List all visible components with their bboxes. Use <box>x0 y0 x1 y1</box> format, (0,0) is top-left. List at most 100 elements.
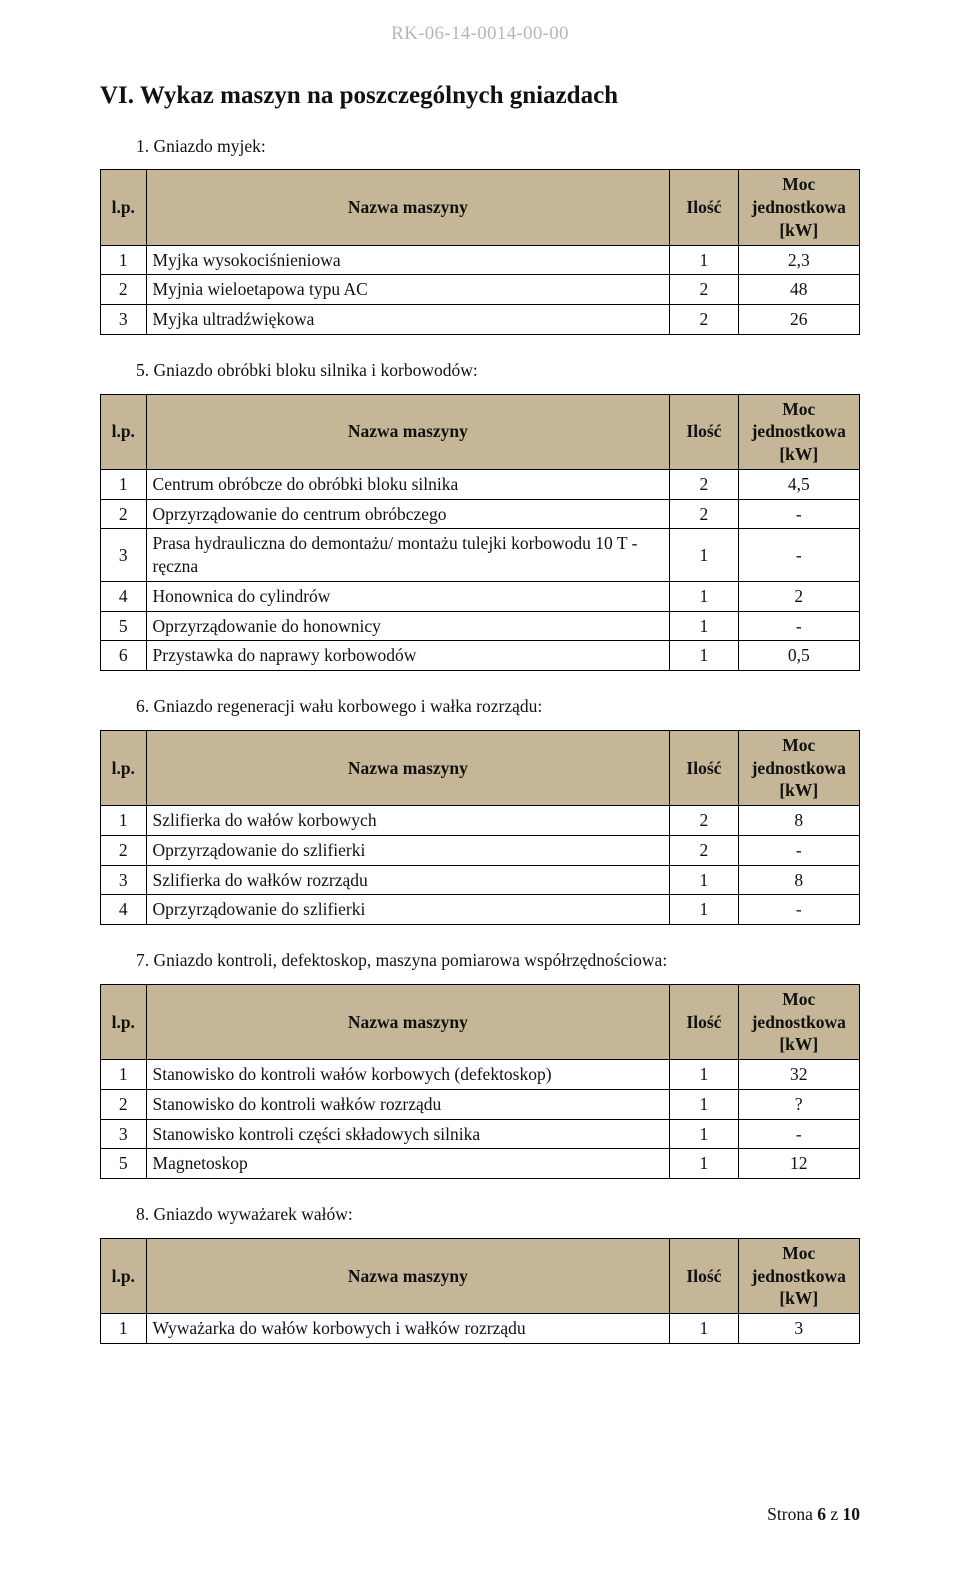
cell-power: 8 <box>738 865 859 895</box>
cell-qty: 2 <box>670 806 738 836</box>
machines-table: l.p.Nazwa maszynyIlośćMocjednostkowa[kW]… <box>100 394 860 672</box>
cell-qty: 1 <box>670 1060 738 1090</box>
cell-qty: 1 <box>670 865 738 895</box>
cell-power: - <box>738 529 859 582</box>
cell-lp: 4 <box>101 895 147 925</box>
cell-qty: 1 <box>670 641 738 671</box>
footer-page-current: 6 <box>817 1504 826 1524</box>
cell-power: 8 <box>738 806 859 836</box>
col-header-power: Mocjednostkowa[kW] <box>738 730 859 805</box>
cell-qty: 2 <box>670 275 738 305</box>
table-row: 5Oprzyrządowanie do honownicy1- <box>101 611 860 641</box>
cell-name: Prasa hydrauliczna do demontażu/ montażu… <box>146 529 670 582</box>
cell-name: Myjka ultradźwiękowa <box>146 305 670 335</box>
col-header-name: Nazwa maszyny <box>146 984 670 1059</box>
table-row: 1Myjka wysokociśnieniowa12,3 <box>101 245 860 275</box>
cell-power: 12 <box>738 1149 859 1179</box>
cell-lp: 2 <box>101 1089 147 1119</box>
page-footer: Strona 6 z 10 <box>767 1503 860 1526</box>
cell-power: ? <box>738 1089 859 1119</box>
cell-lp: 3 <box>101 305 147 335</box>
table-row: 3Myjka ultradźwiękowa226 <box>101 305 860 335</box>
cell-power: 4,5 <box>738 469 859 499</box>
col-header-power: Mocjednostkowa[kW] <box>738 394 859 469</box>
footer-middle: z <box>826 1504 843 1524</box>
page-container: RK-06-14-0014-00-00 VI. Wykaz maszyn na … <box>0 0 960 1584</box>
cell-power: - <box>738 835 859 865</box>
col-header-lp: l.p. <box>101 730 147 805</box>
cell-name: Wyważarka do wałów korbowych i wałków ro… <box>146 1314 670 1344</box>
footer-page-total: 10 <box>843 1504 861 1524</box>
table-row: 2Oprzyrządowanie do centrum obróbczego2- <box>101 499 860 529</box>
col-header-qty: Ilość <box>670 984 738 1059</box>
section-label: 6. Gniazdo regeneracji wału korbowego i … <box>136 695 860 718</box>
table-row: 4Honownica do cylindrów12 <box>101 581 860 611</box>
cell-name: Stanowisko do kontroli wałków rozrządu <box>146 1089 670 1119</box>
cell-name: Honownica do cylindrów <box>146 581 670 611</box>
cell-power: 48 <box>738 275 859 305</box>
cell-qty: 1 <box>670 895 738 925</box>
section-label: 8. Gniazdo wyważarek wałów: <box>136 1203 860 1226</box>
cell-power: 32 <box>738 1060 859 1090</box>
col-header-qty: Ilość <box>670 1238 738 1313</box>
cell-power: - <box>738 499 859 529</box>
cell-power: 0,5 <box>738 641 859 671</box>
cell-lp: 1 <box>101 1314 147 1344</box>
cell-lp: 6 <box>101 641 147 671</box>
col-header-name: Nazwa maszyny <box>146 730 670 805</box>
table-row: 5Magnetoskop112 <box>101 1149 860 1179</box>
cell-lp: 1 <box>101 245 147 275</box>
cell-lp: 5 <box>101 611 147 641</box>
section-label: 5. Gniazdo obróbki bloku silnika i korbo… <box>136 359 860 382</box>
col-header-lp: l.p. <box>101 394 147 469</box>
table-header-row: l.p.Nazwa maszynyIlośćMocjednostkowa[kW] <box>101 1238 860 1313</box>
cell-lp: 4 <box>101 581 147 611</box>
cell-name: Szlifierka do wałów korbowych <box>146 806 670 836</box>
cell-name: Oprzyrządowanie do centrum obróbczego <box>146 499 670 529</box>
cell-qty: 1 <box>670 1149 738 1179</box>
cell-qty: 2 <box>670 499 738 529</box>
cell-name: Szlifierka do wałków rozrządu <box>146 865 670 895</box>
col-header-name: Nazwa maszyny <box>146 170 670 245</box>
machines-table: l.p.Nazwa maszynyIlośćMocjednostkowa[kW]… <box>100 984 860 1179</box>
cell-name: Myjka wysokociśnieniowa <box>146 245 670 275</box>
table-header-row: l.p.Nazwa maszynyIlośćMocjednostkowa[kW] <box>101 730 860 805</box>
cell-power: 3 <box>738 1314 859 1344</box>
cell-lp: 1 <box>101 1060 147 1090</box>
table-row: 2Oprzyrządowanie do szlifierki2- <box>101 835 860 865</box>
cell-qty: 2 <box>670 305 738 335</box>
table-row: 3Szlifierka do wałków rozrządu18 <box>101 865 860 895</box>
cell-power: 26 <box>738 305 859 335</box>
machines-table: l.p.Nazwa maszynyIlośćMocjednostkowa[kW]… <box>100 730 860 925</box>
col-header-name: Nazwa maszyny <box>146 1238 670 1313</box>
cell-name: Stanowisko do kontroli wałów korbowych (… <box>146 1060 670 1090</box>
table-header-row: l.p.Nazwa maszynyIlośćMocjednostkowa[kW] <box>101 984 860 1059</box>
cell-name: Oprzyrządowanie do szlifierki <box>146 835 670 865</box>
table-row: 1Stanowisko do kontroli wałów korbowych … <box>101 1060 860 1090</box>
col-header-lp: l.p. <box>101 984 147 1059</box>
cell-lp: 2 <box>101 275 147 305</box>
table-row: 1Centrum obróbcze do obróbki bloku silni… <box>101 469 860 499</box>
cell-lp: 2 <box>101 499 147 529</box>
col-header-power: Mocjednostkowa[kW] <box>738 170 859 245</box>
table-header-row: l.p.Nazwa maszynyIlośćMocjednostkowa[kW] <box>101 394 860 469</box>
table-row: 1Szlifierka do wałów korbowych28 <box>101 806 860 836</box>
cell-name: Oprzyrządowanie do szlifierki <box>146 895 670 925</box>
cell-qty: 1 <box>670 529 738 582</box>
cell-qty: 1 <box>670 245 738 275</box>
machines-table: l.p.Nazwa maszynyIlośćMocjednostkowa[kW]… <box>100 169 860 335</box>
cell-qty: 1 <box>670 581 738 611</box>
cell-qty: 1 <box>670 1089 738 1119</box>
cell-name: Myjnia wieloetapowa typu AC <box>146 275 670 305</box>
cell-power: - <box>738 895 859 925</box>
table-header-row: l.p.Nazwa maszynyIlośćMocjednostkowa[kW] <box>101 170 860 245</box>
page-title: VI. Wykaz maszyn na poszczególnych gniaz… <box>100 80 860 113</box>
col-header-power: Mocjednostkowa[kW] <box>738 984 859 1059</box>
footer-prefix: Strona <box>767 1504 817 1524</box>
cell-lp: 1 <box>101 806 147 836</box>
col-header-qty: Ilość <box>670 170 738 245</box>
cell-power: - <box>738 1119 859 1149</box>
cell-power: 2,3 <box>738 245 859 275</box>
cell-qty: 2 <box>670 835 738 865</box>
cell-power: - <box>738 611 859 641</box>
